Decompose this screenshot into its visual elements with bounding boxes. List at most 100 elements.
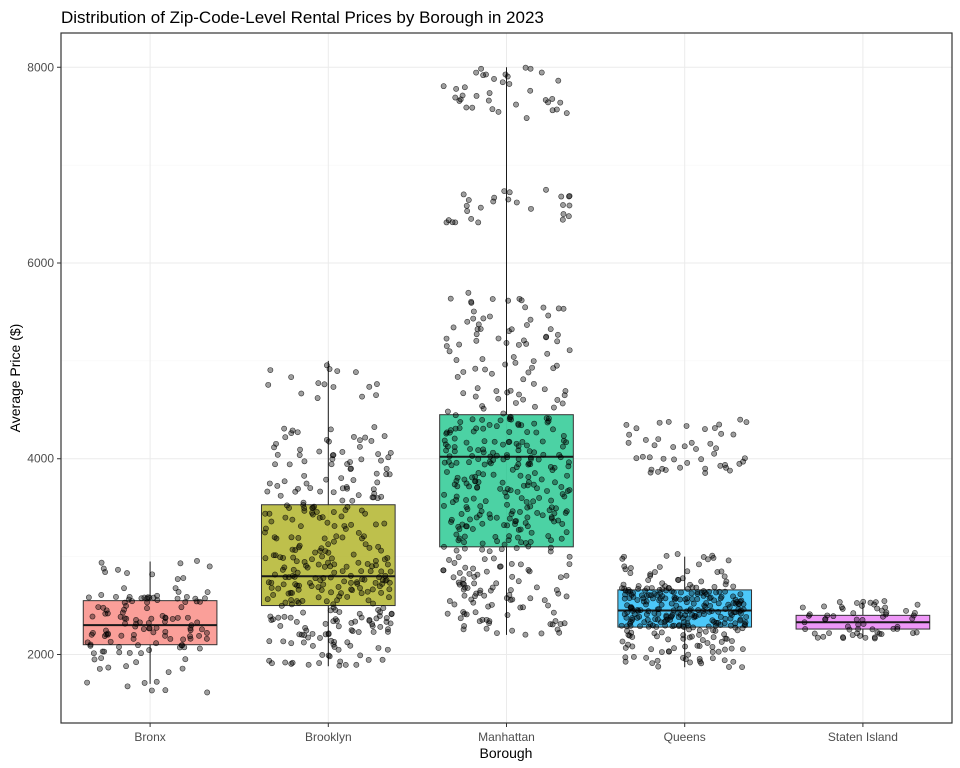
data-point [853,616,860,623]
data-point [665,418,672,425]
data-point [370,600,376,607]
data-point [312,575,319,582]
data-point [525,567,532,573]
data-point [528,205,534,212]
data-point [319,553,325,560]
data-point [665,648,672,655]
data-point [98,655,105,661]
data-point [334,597,340,604]
data-point [821,603,827,610]
data-point [527,503,534,510]
data-point [457,615,464,622]
data-point [154,592,160,599]
data-point [878,607,885,614]
data-point [689,633,695,640]
data-point [515,456,522,462]
data-point [322,631,329,638]
data-point [860,598,867,605]
data-point [491,438,498,445]
data-point [444,469,450,475]
data-point [267,613,274,620]
data-point [353,369,359,376]
data-point [384,561,391,568]
data-point [740,458,746,465]
data-point [169,616,176,622]
data-point [341,523,348,529]
data-point [474,385,481,392]
data-point [274,451,281,458]
data-point [560,305,567,312]
data-point [338,475,345,481]
data-point [386,471,393,478]
data-point [513,199,520,206]
data-point [500,441,506,448]
data-point [296,542,303,549]
data-point [288,534,295,541]
data-point [148,687,155,694]
data-point [328,461,335,468]
data-point [479,403,486,409]
data-point [524,514,531,521]
data-point [442,441,449,448]
data-point [660,455,667,462]
data-point [838,604,845,611]
data-point [144,605,150,612]
data-point [461,584,468,591]
data-point [309,556,315,563]
data-point [530,380,537,387]
data-point [380,605,387,611]
data-point [123,663,129,670]
data-point [722,646,728,653]
data-point [513,464,520,471]
data-point [145,620,152,626]
data-point [737,598,744,605]
data-point [504,73,511,80]
data-point [374,479,381,486]
data-point [466,459,472,466]
data-point [146,625,153,632]
data-point [460,576,467,583]
data-point [382,572,389,579]
data-point [855,621,862,628]
data-point [670,444,677,450]
data-point [634,597,641,603]
data-point [699,637,706,643]
data-point [325,541,332,548]
data-point [559,521,566,527]
data-point [553,106,560,113]
data-point [315,594,322,601]
data-point [105,664,112,671]
data-point [515,443,522,450]
data-point [522,304,529,311]
data-point [621,563,628,570]
data-point [373,470,380,477]
data-point [96,665,103,672]
y-axis: 2000 4000 6000 8000 [27,60,61,661]
data-point [850,610,857,617]
data-point [495,395,502,402]
data-point [649,660,656,667]
data-point [698,578,705,585]
data-point [486,618,493,625]
data-point [102,569,109,575]
data-point [469,474,475,481]
data-point [702,470,709,476]
data-point [566,553,573,560]
data-point [368,438,375,444]
data-point [508,560,515,567]
data-point [100,565,107,572]
data-point [687,581,693,588]
data-point [308,583,315,589]
data-point [563,593,570,600]
data-point [705,556,711,563]
data-point [696,643,703,649]
data-point [359,393,365,400]
data-point [721,657,728,664]
data-point [456,535,463,542]
data-point [386,586,393,593]
data-point [555,77,562,84]
data-point [452,412,459,419]
data-point [343,563,350,570]
data-point [353,661,360,668]
data-point [379,577,386,583]
